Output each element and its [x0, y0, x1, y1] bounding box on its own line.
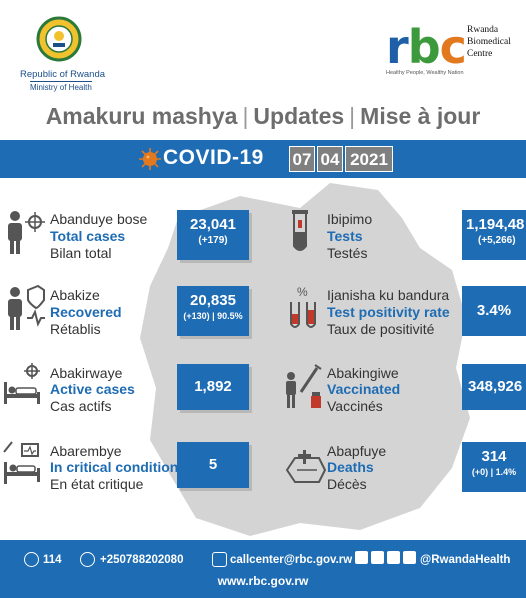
- total-cases-english: Total cases: [50, 228, 126, 244]
- tests-box: 1,194,48 (+5,266): [462, 210, 526, 260]
- recovered-change: (+130) | 90.5%: [183, 311, 243, 321]
- updates-kinyarwanda: Amakuru mashya: [45, 103, 238, 129]
- active-cases-box: 1,892: [177, 364, 249, 410]
- email-icon: [212, 552, 227, 567]
- covid-banner: [0, 140, 526, 178]
- whatsapp-icon: [80, 552, 95, 567]
- total-cases-kinyarwanda: Abanduye bose: [50, 211, 148, 227]
- rbc-logo: rbc: [386, 24, 467, 70]
- website-link[interactable]: www.rbc.gov.rw: [217, 574, 309, 588]
- percent-tubes-icon: %: [290, 285, 316, 328]
- recovered-french: Rétablis: [50, 321, 101, 337]
- recovered-kinyarwanda: Abakize: [50, 287, 100, 303]
- critical-english: In critical condition: [50, 459, 179, 475]
- vaccinated-french: Vaccinés: [327, 398, 383, 414]
- deaths-box: 314 (+0) | 1.4%: [462, 442, 526, 492]
- header: Republic of Rwanda Ministry of Health rb…: [0, 0, 526, 100]
- rbc-name-line: Rwanda: [467, 25, 499, 35]
- coffin-icon: [285, 450, 327, 483]
- vaccine-icon: [286, 364, 322, 408]
- tests-english: Tests: [327, 228, 363, 244]
- rbc-logo-letter-b: b: [407, 20, 441, 74]
- date-month: 04: [317, 146, 343, 172]
- footer: 114 +250788202080 callcenter@rbc.gov.rw …: [0, 540, 526, 598]
- updates-separator: |: [242, 103, 249, 129]
- date-year: 2021: [345, 146, 393, 172]
- whatsapp-number[interactable]: +250788202080: [100, 554, 184, 566]
- active-cases-french: Cas actifs: [50, 398, 112, 414]
- active-cases-kinyarwanda: Abakirwaye: [50, 365, 123, 381]
- total-cases-french: Bilan total: [50, 245, 112, 261]
- tests-kinyarwanda: Ibipimo: [327, 211, 373, 227]
- ministry-name: Ministry of Health: [30, 81, 92, 92]
- facebook-icon[interactable]: [371, 551, 384, 564]
- recovered-value: 20,835: [190, 292, 236, 309]
- positivity-kinyarwanda: Ijanisha ku bandura: [327, 287, 450, 303]
- tests-value: 1,194,48: [466, 216, 525, 233]
- email-address[interactable]: callcenter@rbc.gov.rw: [230, 554, 353, 566]
- updates-english: Updates: [253, 103, 345, 129]
- recovered-box: 20,835 (+130) | 90.5%: [177, 286, 249, 336]
- government-name: Republic of Rwanda: [20, 69, 106, 80]
- critical-value: 5: [208, 456, 218, 473]
- active-cases-english: Active cases: [50, 381, 135, 397]
- total-cases-box: 23,041 (+179): [177, 210, 249, 260]
- vaccinated-value: 348,926: [468, 378, 523, 395]
- total-cases-change: (+179): [198, 235, 228, 246]
- active-cases-value: 1,892: [194, 378, 232, 395]
- positivity-value: 3.4%: [476, 302, 512, 319]
- vaccinated-box: 348,926: [462, 364, 526, 410]
- recovered-english: Recovered: [50, 304, 122, 320]
- total-cases-value: 23,041: [190, 216, 236, 233]
- critical-french: En état critique: [50, 476, 144, 492]
- covid-title: COVID-19: [163, 146, 264, 169]
- vaccinated-kinyarwanda: Abakingiwe: [327, 365, 399, 381]
- social-handle[interactable]: @RwandaHealth: [420, 554, 511, 566]
- tests-french: Testés: [327, 245, 368, 261]
- updates-french: Mise à jour: [360, 103, 481, 129]
- rbc-tagline: Healthy People, Wealthy Nation: [386, 70, 464, 76]
- critical-kinyarwanda: Abarembye: [50, 443, 122, 459]
- rbc-name-line: Centre: [467, 49, 493, 59]
- updates-heading: Amakuru mashya | Updates | Mise à jour: [0, 103, 526, 139]
- rwanda-emblem-icon: [36, 16, 82, 62]
- positivity-english: Test positivity rate: [327, 304, 450, 320]
- instagram-icon[interactable]: [387, 551, 400, 564]
- positivity-box: 3.4%: [462, 286, 526, 336]
- virus-icon: [139, 148, 161, 170]
- critical-box: 5: [177, 442, 249, 488]
- phone-number[interactable]: 114: [43, 554, 62, 566]
- deaths-value: 314: [481, 448, 507, 465]
- date-day: 07: [289, 146, 315, 172]
- person-shield-icon: [8, 284, 45, 330]
- tests-change: (+5,266): [478, 235, 516, 246]
- svg-text:%: %: [297, 285, 308, 299]
- rbc-logo-letter-c: c: [439, 20, 467, 74]
- hospital-bed-icon: [4, 363, 40, 404]
- rbc-full-name: Rwanda Biomedical Centre: [467, 24, 511, 60]
- vaccinated-english: Vaccinated: [327, 381, 401, 397]
- positivity-french: Taux de positivité: [327, 321, 435, 337]
- twitter-icon[interactable]: [355, 551, 368, 564]
- deaths-change: (+0) | 1.4%: [471, 467, 517, 477]
- deaths-french: Décès: [327, 476, 367, 492]
- rbc-name-line: Biomedical: [467, 37, 511, 47]
- updates-separator: |: [349, 103, 356, 129]
- phone-icon: [24, 552, 39, 567]
- test-tube-icon: [292, 210, 308, 251]
- rbc-logo-letter-r: r: [386, 20, 409, 74]
- deaths-kinyarwanda: Abapfuye: [327, 443, 387, 459]
- deaths-english: Deaths: [327, 459, 374, 475]
- icu-bed-icon: [3, 441, 40, 484]
- person-virus-icon: [8, 211, 45, 254]
- youtube-icon[interactable]: [403, 551, 416, 564]
